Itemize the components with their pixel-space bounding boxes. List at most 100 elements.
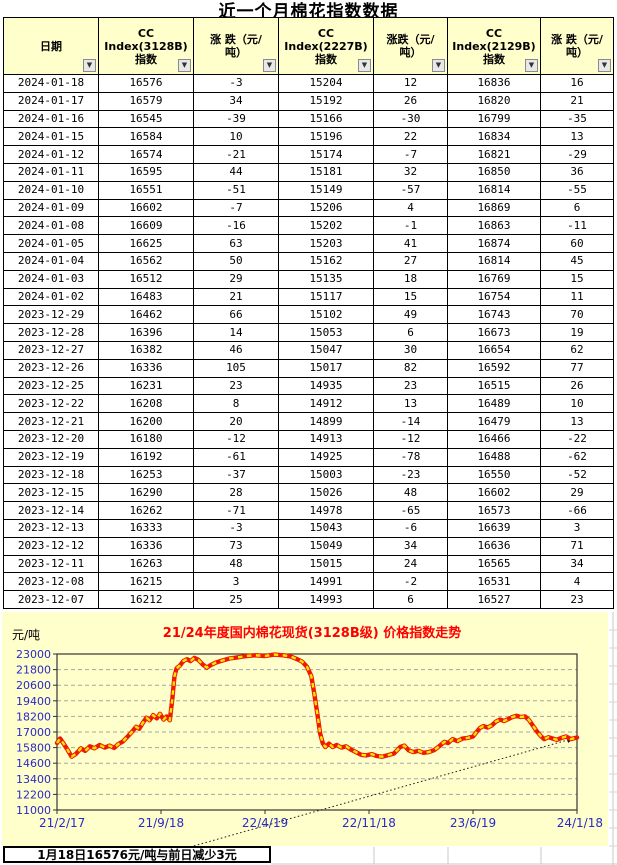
filter-dropdown-button[interactable]: ▼ [358,59,371,72]
change-value-cell: -61 [193,447,279,467]
change-value-cell: 6 [540,198,614,218]
y-tick-label: 19400 [16,695,51,708]
filter-dropdown-button[interactable]: ▼ [525,59,538,72]
table-row: 2023-12-15 16290 28 15026 48 16602 29 [3,483,614,503]
change-value-cell: -11 [540,216,614,236]
date-cell: 2024-01-08 [3,216,99,236]
index-value-cell: 16253 [98,465,194,485]
date-cell: 2023-12-13 [3,518,99,538]
index-value-cell: 16562 [98,251,194,271]
change-value-cell: 63 [193,234,279,253]
change-value-cell: -12 [373,429,448,449]
index-value-cell: 14913 [278,429,374,449]
index-value-cell: 15204 [278,74,374,93]
index-value-cell: 16466 [447,429,541,449]
change-value-cell: -78 [373,447,448,467]
index-value-cell: 16215 [98,572,194,592]
index-value-cell: 16821 [447,145,541,164]
table-row: 2024-01-16 16545 -39 15166 -30 16799 -35 [3,109,614,129]
table-row: 2024-01-11 16595 44 15181 32 16850 36 [3,162,614,182]
index-value-cell: 16639 [447,518,541,538]
index-value-cell: 16814 [447,180,541,200]
date-cell: 2023-12-22 [3,394,99,414]
change-value-cell: -12 [193,429,279,449]
date-cell: 2024-01-17 [3,91,99,111]
filter-dropdown-button[interactable]: ▼ [83,59,96,72]
change-value-cell: 45 [540,251,614,271]
change-value-cell: 105 [193,358,279,378]
index-value-cell: 15202 [278,216,374,236]
date-cell: 2023-12-25 [3,376,99,396]
change-value-cell: 21 [193,287,279,307]
change-value-cell: 15 [373,287,448,307]
index-value-cell: 16636 [447,536,541,556]
index-value-cell: 15206 [278,198,374,218]
index-value-cell: 16212 [98,590,194,609]
change-value-cell: 73 [193,536,279,556]
change-value-cell: 27 [373,251,448,271]
date-cell: 2023-12-26 [3,358,99,378]
date-cell: 2024-01-09 [3,198,99,218]
index-value-cell: 16565 [447,554,541,574]
change-value-cell: -55 [540,180,614,200]
x-tick-label: 21/2/17 [39,816,85,830]
index-value-cell: 16602 [98,198,194,218]
change-value-cell: 32 [373,162,448,182]
change-value-cell: 6 [373,323,448,342]
index-value-cell: 16573 [447,501,541,520]
index-value-cell: 15196 [278,127,374,147]
filter-dropdown-button[interactable]: ▼ [263,59,276,72]
index-value-cell: 15049 [278,536,374,556]
y-tick-label: 18200 [16,710,51,723]
index-value-cell: 14978 [278,501,374,520]
column-header-label: 日期 [40,39,62,53]
change-value-cell: -65 [373,501,448,520]
change-value-cell: 11 [540,287,614,307]
change-value-cell: 48 [373,483,448,503]
index-value-cell: 15174 [278,145,374,164]
filter-dropdown-button[interactable]: ▼ [598,59,611,72]
column-header-label: 涨跌（元/ 吨） [386,33,435,59]
index-value-cell: 16814 [447,251,541,271]
table-row: 2023-12-07 16212 25 14993 6 16527 23 [3,590,614,609]
table-row: 2024-01-10 16551 -51 15149 -57 16814 -55 [3,180,614,200]
y-tick-label: 13400 [16,773,51,786]
index-value-cell: 14925 [278,447,374,467]
date-cell: 2024-01-02 [3,287,99,307]
index-value-cell: 16584 [98,127,194,147]
x-tick-label: 21/9/18 [138,816,184,830]
date-cell: 2023-12-08 [3,572,99,592]
date-cell: 2024-01-12 [3,145,99,164]
filter-dropdown-button[interactable]: ▼ [432,59,445,72]
index-value-cell: 16462 [98,305,194,325]
date-cell: 2023-12-11 [3,554,99,574]
change-value-cell: 66 [193,305,279,325]
index-value-cell: 16290 [98,483,194,503]
change-value-cell: -66 [540,501,614,520]
index-value-cell: 16231 [98,376,194,396]
change-value-cell: 3 [540,518,614,538]
change-value-cell: 70 [540,305,614,325]
index-value-cell: 15102 [278,305,374,325]
table-row: 2024-01-02 16483 21 15117 15 16754 11 [3,287,614,307]
index-value-cell: 16869 [447,198,541,218]
index-value-cell: 16754 [447,287,541,307]
index-value-cell: 16208 [98,394,194,414]
date-cell: 2023-12-07 [3,590,99,609]
index-value-cell: 16192 [98,447,194,467]
change-value-cell: 28 [193,483,279,503]
date-cell: 2023-12-21 [3,412,99,431]
table-row: 2024-01-08 16609 -16 15202 -1 16863 -11 [3,216,614,236]
index-value-cell: 16579 [98,91,194,111]
table-row: 2023-12-18 16253 -37 15003 -23 16550 -52 [3,465,614,485]
index-value-cell: 16545 [98,109,194,129]
date-cell: 2023-12-12 [3,536,99,556]
change-value-cell: 3 [193,572,279,592]
table-row: 2024-01-18 16576 -3 15204 12 16836 16 [3,74,614,93]
date-cell: 2024-01-18 [3,74,99,93]
date-cell: 2024-01-03 [3,269,99,289]
filter-dropdown-button[interactable]: ▼ [178,59,191,72]
change-value-cell: 15 [540,269,614,289]
index-value-cell: 15135 [278,269,374,289]
